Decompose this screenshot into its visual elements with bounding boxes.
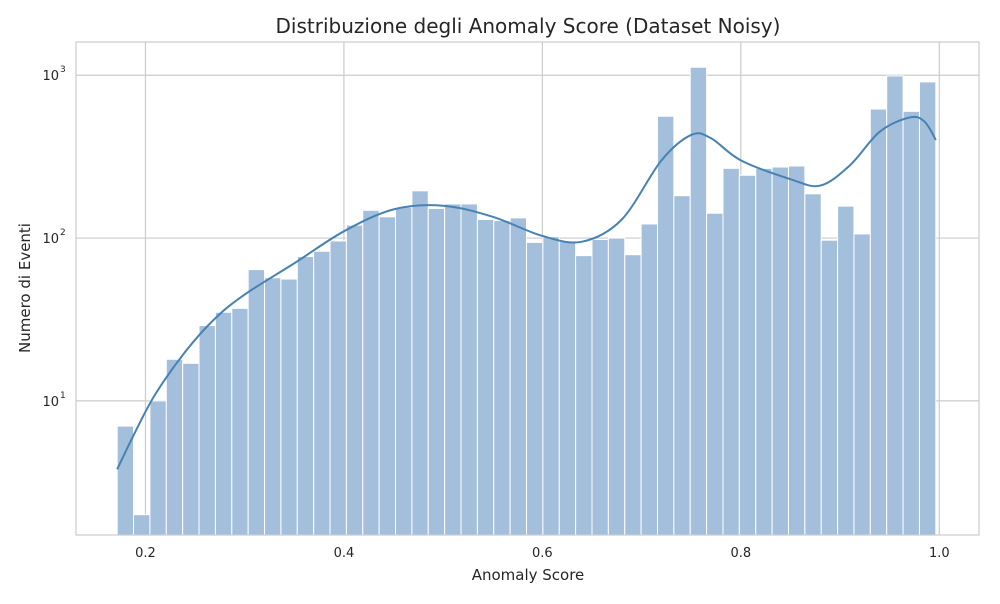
x-tick-label: 0.4	[334, 546, 355, 561]
plot-frame	[75, 41, 980, 536]
x-tick-label: 1.0	[929, 546, 950, 561]
histogram-bar	[362, 209, 380, 536]
histogram-bar	[673, 195, 691, 536]
histogram-bar	[411, 190, 429, 536]
histogram-bar	[509, 217, 528, 536]
histogram-bar	[706, 212, 724, 536]
histogram-bar	[460, 203, 478, 536]
x-tick-label: 0.8	[731, 546, 752, 561]
histogram-bar	[133, 514, 151, 536]
histogram-bar	[787, 165, 806, 536]
histogram-bar	[918, 81, 937, 536]
histogram-bar	[427, 207, 446, 536]
histogram-bar	[329, 240, 347, 536]
histogram-bar	[296, 256, 315, 536]
histogram-bar	[575, 255, 593, 536]
histogram-bar	[886, 75, 904, 536]
histogram-bar	[837, 205, 855, 536]
histogram-bar	[607, 237, 626, 536]
bars-layer	[116, 66, 937, 536]
histogram-bar	[542, 236, 560, 536]
histogram-bar	[624, 254, 642, 536]
y-tick-label: 10	[42, 232, 59, 247]
histogram-bar	[247, 269, 266, 536]
y-tick-label: 10	[42, 69, 59, 84]
histogram-bar	[214, 311, 233, 536]
y-axis-label: Numero di Eventi	[16, 223, 34, 353]
y-tick-label: 10	[42, 395, 59, 410]
histogram-bar	[738, 174, 757, 536]
histogram-bar	[755, 167, 773, 536]
histogram-bar	[182, 362, 200, 536]
histogram-bar	[820, 239, 839, 536]
histogram-bar	[853, 233, 871, 536]
kde-curve	[116, 115, 937, 470]
histogram-bar	[869, 108, 888, 536]
histogram-bar	[476, 218, 495, 536]
chart-title: Distribuzione degli Anomaly Score (Datas…	[276, 14, 781, 38]
histogram-bar	[722, 167, 740, 536]
histogram-bar	[165, 358, 184, 536]
histogram-bar	[558, 241, 577, 536]
kde-curve-layer	[116, 115, 937, 470]
histogram-bar	[345, 224, 364, 536]
histogram-bar	[526, 241, 544, 536]
histogram-bar	[493, 220, 511, 536]
histogram-bar	[640, 223, 658, 536]
histogram-bar	[771, 166, 789, 536]
x-tick-label: 0.2	[135, 546, 156, 561]
y-tick-exponent: 1	[60, 391, 66, 401]
histogram-bar	[378, 216, 397, 536]
histogram-bar	[313, 250, 331, 536]
histogram-bar	[689, 66, 708, 536]
histogram-bar	[264, 277, 282, 536]
histogram-bar	[395, 206, 413, 536]
histogram-bar	[149, 400, 167, 536]
histogram-bar	[444, 203, 462, 536]
y-tick-exponent: 3	[60, 65, 66, 75]
histogram-bar	[804, 193, 822, 536]
y-tick-exponent: 2	[60, 228, 66, 238]
histogram-bar	[902, 110, 920, 536]
histogram-bar	[280, 278, 298, 536]
x-tick-label: 0.6	[532, 546, 553, 561]
x-tick-labels: 0.2 0.4 0.6 0.8 1.0	[135, 546, 950, 561]
x-axis-label: Anomaly Score	[472, 566, 585, 584]
histogram-bar	[198, 325, 216, 536]
histogram-bar	[656, 115, 675, 536]
histogram-bar	[231, 307, 249, 536]
histogram-bar	[591, 238, 609, 536]
